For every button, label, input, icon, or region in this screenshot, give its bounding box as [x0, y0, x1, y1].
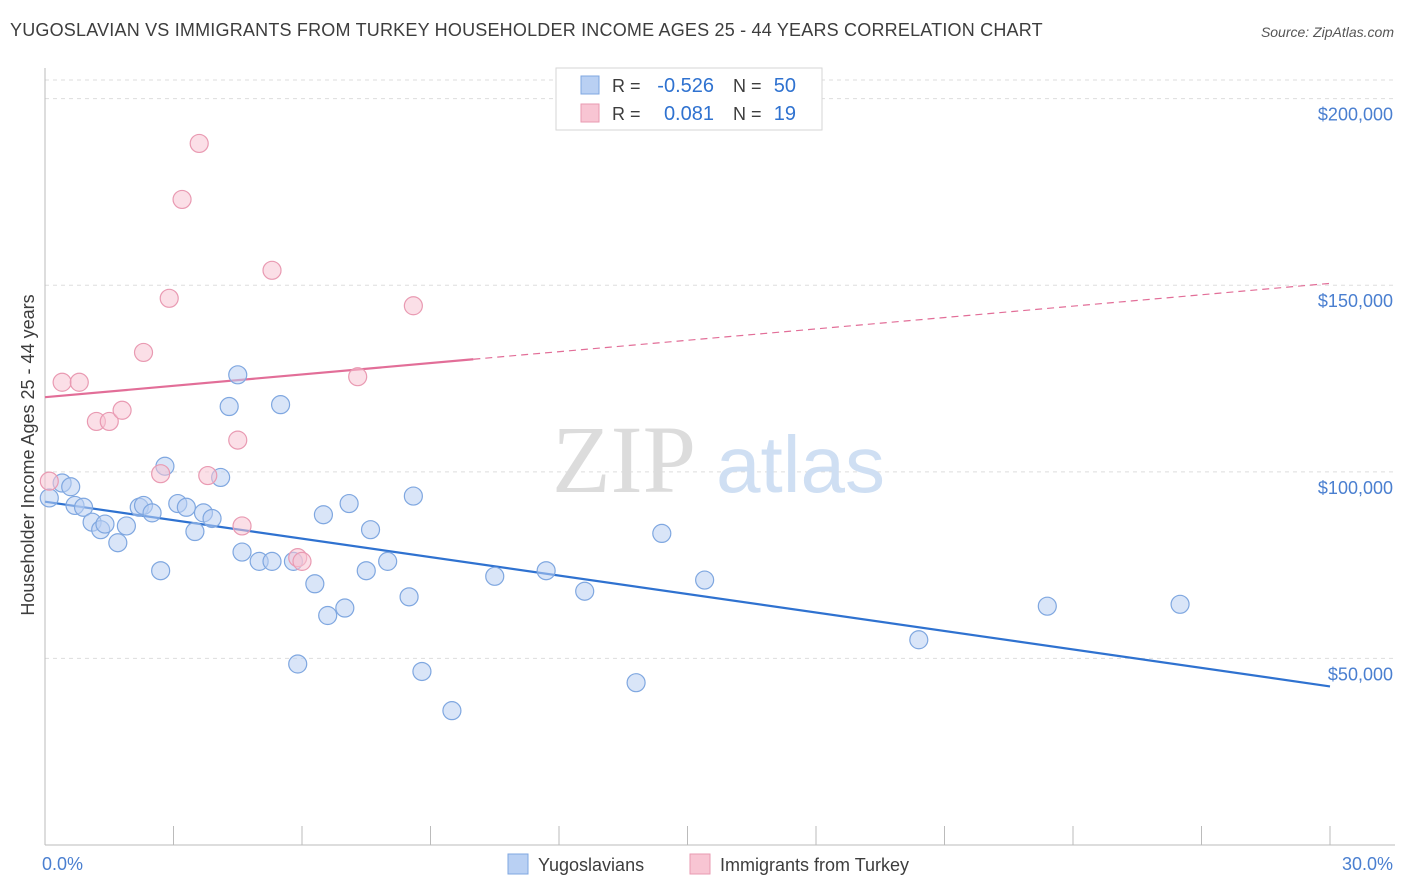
stats-swatch-blue: [580, 75, 600, 95]
yugoslavian-point-7: [95, 514, 115, 534]
yugoslavian-point-9: [116, 516, 136, 536]
legend-label-turkey: Immigrants from Turkey: [720, 855, 909, 875]
series-points: [39, 133, 1190, 721]
legend-swatch-yugoslavians: [507, 853, 529, 875]
trend-line-dashed-1: [473, 282, 1331, 360]
turkey-point-7: [151, 464, 171, 484]
stats-n-value-pink: 19: [774, 103, 796, 125]
yugoslavian-point-35: [360, 520, 381, 540]
turkey-point-0: [39, 471, 59, 491]
stats-r-value-pink: 0.081: [664, 103, 714, 125]
trend-lines: [44, 282, 1331, 688]
yugoslavian-point-31: [318, 605, 338, 626]
yugoslavian-point-16: [176, 497, 196, 517]
x-tick-label-0: 0.0%: [42, 854, 83, 874]
y-tick-label-1: $100,000: [1318, 478, 1393, 498]
stats-n-label-blue: N =: [733, 76, 762, 96]
yugoslavian-point-46: [695, 570, 715, 590]
x-tick-label-1: 30.0%: [1342, 854, 1393, 874]
axes: [44, 68, 1395, 846]
turkey-point-2: [69, 372, 89, 392]
yugoslavian-point-2: [61, 477, 81, 497]
yugoslavian-point-22: [228, 365, 248, 385]
yugoslavian-point-37: [399, 587, 419, 607]
watermark: ZIP atlas: [552, 406, 885, 513]
source-credit: Source: ZipAtlas.com: [1260, 24, 1394, 40]
legend: Yugoslavians Immigrants from Turkey: [507, 853, 909, 875]
turkey-point-6: [133, 342, 154, 363]
yugoslavian-point-29: [305, 574, 325, 594]
yugoslavian-point-47: [909, 630, 929, 650]
yugoslavian-point-28: [288, 654, 308, 674]
y-tick-labels: $50,000 $100,000 $150,000 $200,000: [1318, 105, 1393, 685]
stats-n-label-pink: N =: [733, 104, 762, 124]
y-tick-label-2: $150,000: [1318, 291, 1393, 311]
turkey-point-17: [348, 367, 368, 387]
yugoslavian-point-26: [270, 395, 291, 415]
turkey-point-18: [403, 296, 423, 316]
stats-r-value-blue: -0.526: [657, 75, 714, 97]
stats-r-label-pink: R =: [612, 104, 641, 124]
turkey-point-16: [292, 551, 312, 571]
yugoslavian-point-45: [652, 523, 672, 544]
y-tick-label-0: $50,000: [1328, 664, 1393, 684]
yugoslavian-point-4: [73, 497, 94, 517]
y-tick-label-3: $200,000: [1318, 105, 1393, 125]
turkey-point-14: [262, 260, 282, 280]
yugoslavian-point-41: [485, 566, 505, 586]
yugoslavian-point-0: [39, 488, 59, 508]
legend-label-yugoslavians: Yugoslavians: [538, 855, 644, 875]
yugoslavian-point-32: [335, 598, 355, 618]
yugoslavian-point-48: [1037, 596, 1057, 616]
yugoslavian-point-25: [262, 551, 282, 571]
stats-box-frame: [555, 67, 823, 131]
yugoslavian-point-30: [313, 505, 334, 525]
trend-line-solid-1: [44, 358, 474, 399]
watermark-zip: ZIP: [552, 406, 696, 513]
stats-r-label-blue: R =: [612, 76, 641, 96]
turkey-point-12: [228, 430, 248, 450]
yugoslavian-point-33: [339, 493, 359, 514]
legend-swatch-turkey: [689, 853, 711, 875]
yugoslavian-point-44: [626, 673, 646, 693]
turkey-point-1: [52, 372, 72, 392]
turkey-point-11: [198, 465, 218, 486]
yugoslavian-point-40: [442, 701, 462, 721]
yugoslavian-point-38: [403, 486, 423, 506]
turkey-point-4: [99, 411, 119, 432]
yugoslavian-point-43: [575, 581, 595, 601]
x-tick-labels: 0.0% 30.0%: [42, 854, 1393, 874]
gridlines: [45, 79, 1395, 659]
yugoslavian-point-21: [219, 396, 239, 417]
yugoslavian-point-39: [412, 661, 432, 682]
y-axis-label: Householder Income Ages 25 - 44 years: [18, 294, 38, 615]
yugoslavian-point-36: [378, 551, 398, 571]
turkey-point-9: [172, 189, 192, 210]
watermark-atlas: atlas: [716, 420, 885, 509]
yugoslavian-point-19: [202, 508, 222, 529]
trend-line-0: [44, 500, 1331, 688]
yugoslavian-point-12: [142, 503, 162, 523]
turkey-point-13: [232, 516, 252, 536]
yugoslavian-point-49: [1170, 594, 1190, 614]
yugoslavian-point-17: [185, 521, 205, 542]
yugoslavian-point-13: [151, 561, 171, 581]
yugoslavian-point-8: [108, 533, 128, 553]
chart-title: YUGOSLAVIAN VS IMMIGRANTS FROM TURKEY HO…: [10, 20, 1043, 40]
turkey-point-10: [189, 133, 209, 154]
yugoslavian-point-34: [356, 561, 376, 581]
turkey-point-8: [159, 288, 179, 308]
yugoslavian-point-42: [536, 561, 556, 581]
stats-n-value-blue: 50: [774, 75, 796, 97]
stats-swatch-pink: [580, 103, 600, 123]
yugoslavian-point-23: [232, 542, 252, 562]
turkey-point-5: [112, 400, 132, 420]
stats-box: R = -0.526 N = 50 R = 0.081 N = 19: [555, 67, 823, 131]
